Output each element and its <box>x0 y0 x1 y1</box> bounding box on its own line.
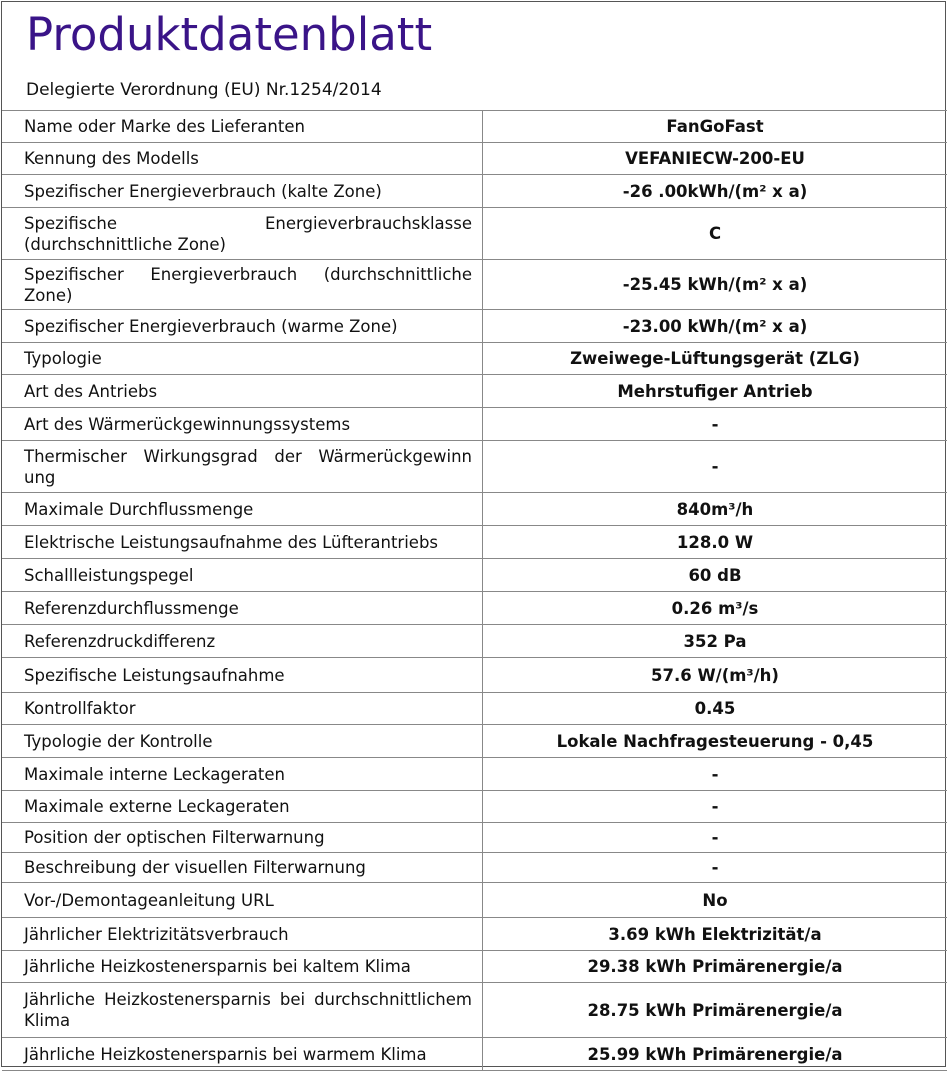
table-row: Referenzdurchflussmenge 0.26 m³/s <box>2 591 947 625</box>
row-label: Maximale interne Leckageraten <box>2 757 483 791</box>
row-value: 28.75 kWh Primärenergie/a <box>482 982 947 1038</box>
row-value: 352 Pa <box>482 624 947 658</box>
table-row: Maximale externe Leckageraten - <box>2 790 947 823</box>
table-row: Kennung des Modells VEFANIECW-200-EU <box>2 142 947 175</box>
row-label: Schallleistungspegel <box>2 558 483 592</box>
row-label: Art des Wärmerückgewinnungssystems <box>2 407 483 441</box>
row-label: Jährliche Heizkostenersparnis bei warmem… <box>2 1037 483 1071</box>
row-label: Elektrische Leistungsaufnahme des Lüfter… <box>2 525 483 559</box>
row-label: Kontrollfaktor <box>2 692 483 725</box>
table-row: Vor-/Demontageanleitung URL No <box>2 882 947 918</box>
table-row: Beschreibung der visuellen Filterwarnung… <box>2 852 947 883</box>
table-row: Name oder Marke des Lieferanten FanGoFast <box>2 110 947 143</box>
row-value: C <box>482 207 947 260</box>
row-value: FanGoFast <box>482 110 947 143</box>
row-label: Vor-/Demontageanleitung URL <box>2 882 483 918</box>
row-label: Kennung des Modells <box>2 142 483 175</box>
table-row: Spezifische Energieverbrauchsklasse (dur… <box>2 207 947 260</box>
table-row: Jährliche Heizkostenersparnis bei warmem… <box>2 1037 947 1071</box>
row-value: - <box>482 757 947 791</box>
row-label: Typologie der Kontrolle <box>2 724 483 758</box>
row-value: - <box>482 790 947 823</box>
row-value: 25.99 kWh Primärenergie/a <box>482 1037 947 1071</box>
table-row: Referenzdruckdifferenz 352 Pa <box>2 624 947 658</box>
table-row: Jährliche Heizkostenersparnis bei kaltem… <box>2 950 947 983</box>
table-row: Elektrische Leistungsaufnahme des Lüfter… <box>2 525 947 559</box>
row-value: -23.00 kWh/(m² x a) <box>482 309 947 343</box>
row-label: Spezifische Energieverbrauchsklasse (dur… <box>2 207 483 260</box>
table-row: Spezifischer Energieverbrauch (kalte Zon… <box>2 174 947 208</box>
table-row: Kontrollfaktor 0.45 <box>2 692 947 725</box>
row-value: - <box>482 440 947 493</box>
table-row: Spezifischer Energieverbrauch (durchschn… <box>2 259 947 310</box>
row-value: VEFANIECW-200-EU <box>482 142 947 175</box>
table-row: Jährliche Heizkostenersparnis bei durchs… <box>2 982 947 1038</box>
row-label: Name oder Marke des Lieferanten <box>2 110 483 143</box>
row-value: 29.38 kWh Primärenergie/a <box>482 950 947 983</box>
row-value: 0.26 m³/s <box>482 591 947 625</box>
row-label: Spezifische Leistungsaufnahme <box>2 657 483 693</box>
row-value: 60 dB <box>482 558 947 592</box>
table-row: Jährlicher Elektrizitätsverbrauch 3.69 kW… <box>2 917 947 951</box>
row-value: No <box>482 882 947 918</box>
row-label: Maximale Durchflussmenge <box>2 492 483 526</box>
table-row: Art des Antriebs Mehrstufiger Antrieb <box>2 374 947 408</box>
row-value: 57.6 W/(m³/h) <box>482 657 947 693</box>
table-row: Spezifischer Energieverbrauch (warme Zon… <box>2 309 947 343</box>
row-label: Position der optischen Filterwarnung <box>2 822 483 853</box>
row-label: Maximale externe Leckageraten <box>2 790 483 823</box>
row-label: Spezifischer Energieverbrauch (warme Zon… <box>2 309 483 343</box>
row-label: Jährlicher Elektrizitätsverbrauch <box>2 917 483 951</box>
table-row: Typologie Zweiwege-Lüftungsgerät (ZLG) <box>2 342 947 375</box>
row-label: Thermischer Wirkungsgrad der Wärmerückge… <box>2 440 483 493</box>
page-title: Produktdatenblatt <box>26 8 433 61</box>
table-row: Schallleistungspegel 60 dB <box>2 558 947 592</box>
row-label: Jährliche Heizkostenersparnis bei kaltem… <box>2 950 483 983</box>
spec-table: Name oder Marke des Lieferanten FanGoFast… <box>2 110 947 1071</box>
row-label: Art des Antriebs <box>2 374 483 408</box>
row-value: Zweiwege-Lüftungsgerät (ZLG) <box>482 342 947 375</box>
row-value: 3.69 kWh Elektrizität/a <box>482 917 947 951</box>
table-row: Maximale Durchflussmenge 840m³/h <box>2 492 947 526</box>
row-value: 128.0 W <box>482 525 947 559</box>
regulation-subtitle: Delegierte Verordnung (EU) Nr.1254/2014 <box>26 80 382 100</box>
table-row: Maximale interne Leckageraten - <box>2 757 947 791</box>
row-label: Spezifischer Energieverbrauch (kalte Zon… <box>2 174 483 208</box>
row-label: Referenzdruckdifferenz <box>2 624 483 658</box>
row-label: Jährliche Heizkostenersparnis bei durchs… <box>2 982 483 1038</box>
table-row: Position der optischen Filterwarnung - <box>2 822 947 853</box>
row-value: Mehrstufiger Antrieb <box>482 374 947 408</box>
row-label: Spezifischer Energieverbrauch (durchschn… <box>2 259 483 310</box>
row-label: Beschreibung der visuellen Filterwarnung <box>2 852 483 883</box>
row-value: -26 .00kWh/(m² x a) <box>482 174 947 208</box>
row-label: Referenzdurchflussmenge <box>2 591 483 625</box>
row-value: 840m³/h <box>482 492 947 526</box>
table-row: Typologie der Kontrolle Lokale Nachfrages… <box>2 724 947 758</box>
row-value: -25.45 kWh/(m² x a) <box>482 259 947 310</box>
row-label: Typologie <box>2 342 483 375</box>
row-value: - <box>482 407 947 441</box>
row-value: Lokale Nachfragesteuerung - 0,45 <box>482 724 947 758</box>
row-value: - <box>482 822 947 853</box>
row-value: 0.45 <box>482 692 947 725</box>
table-row: Spezifische Leistungsaufnahme 57.6 W/(m³/… <box>2 657 947 693</box>
row-value: - <box>482 852 947 883</box>
table-row: Thermischer Wirkungsgrad der Wärmerückge… <box>2 440 947 493</box>
table-row: Art des Wärmerückgewinnungssystems - <box>2 407 947 441</box>
